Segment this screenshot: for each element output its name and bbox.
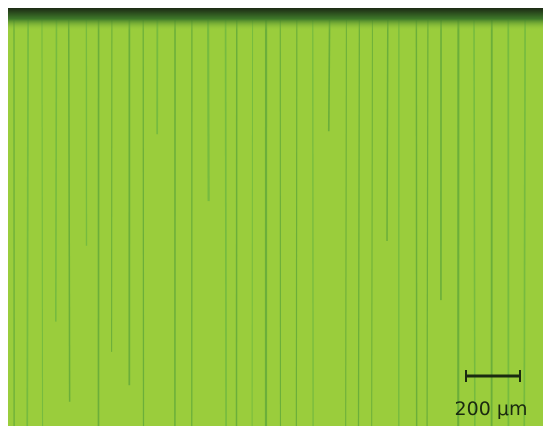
stripe [523,19,526,427]
stripe [26,19,29,427]
stripe [345,19,347,427]
stripe [426,19,429,427]
stripe [207,19,210,202]
scale-bar-label: 200 μm [455,398,528,420]
stripe [473,19,476,427]
stripe-pattern [13,19,526,427]
stripe [67,19,71,402]
stripe [371,19,373,427]
stripe [41,19,44,427]
top-edge [8,8,543,30]
stripe [357,19,360,427]
stripe [327,19,331,132]
sample-surface [8,8,543,426]
stripe [386,19,389,242]
stripe [54,19,58,322]
